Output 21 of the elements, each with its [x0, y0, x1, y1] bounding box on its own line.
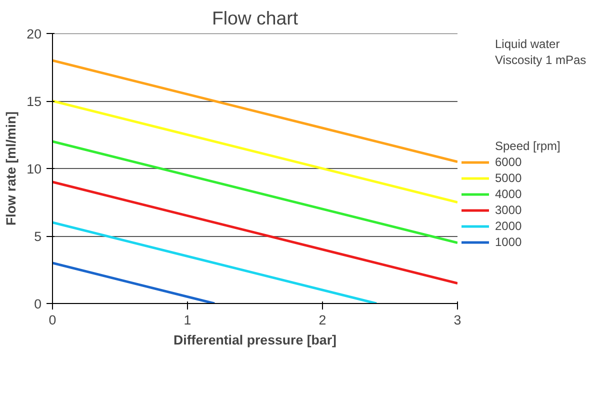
x-tick-label: 2 — [318, 312, 326, 328]
text: Liquid water — [495, 37, 560, 51]
legend-title: Speed [rpm] — [495, 139, 560, 153]
chart-title: Flow chart — [212, 8, 299, 28]
legend-label: 1000 — [495, 235, 522, 249]
legend-label: 2000 — [495, 219, 522, 233]
x-axis-title: Differential pressure [bar] — [174, 332, 336, 348]
y-tick-label: 10 — [26, 162, 42, 176]
y-axis-title: Flow rate [ml/min] — [4, 111, 19, 226]
legend-label: 4000 — [495, 187, 522, 201]
text: Viscosity 1 mPas — [495, 53, 586, 67]
legend-label: 3000 — [495, 203, 522, 217]
x-tick-label: 0 — [48, 312, 56, 328]
y-tick-label: 0 — [34, 296, 42, 312]
x-tick-label: 3 — [454, 312, 462, 328]
y-tick-label: 5 — [34, 229, 42, 244]
legend-label: 5000 — [495, 171, 522, 185]
x-tick-label: 1 — [184, 312, 192, 328]
y-tick-label: 20 — [26, 26, 42, 42]
legend-label: 6000 — [495, 155, 522, 169]
y-tick-label: 15 — [26, 94, 42, 109]
